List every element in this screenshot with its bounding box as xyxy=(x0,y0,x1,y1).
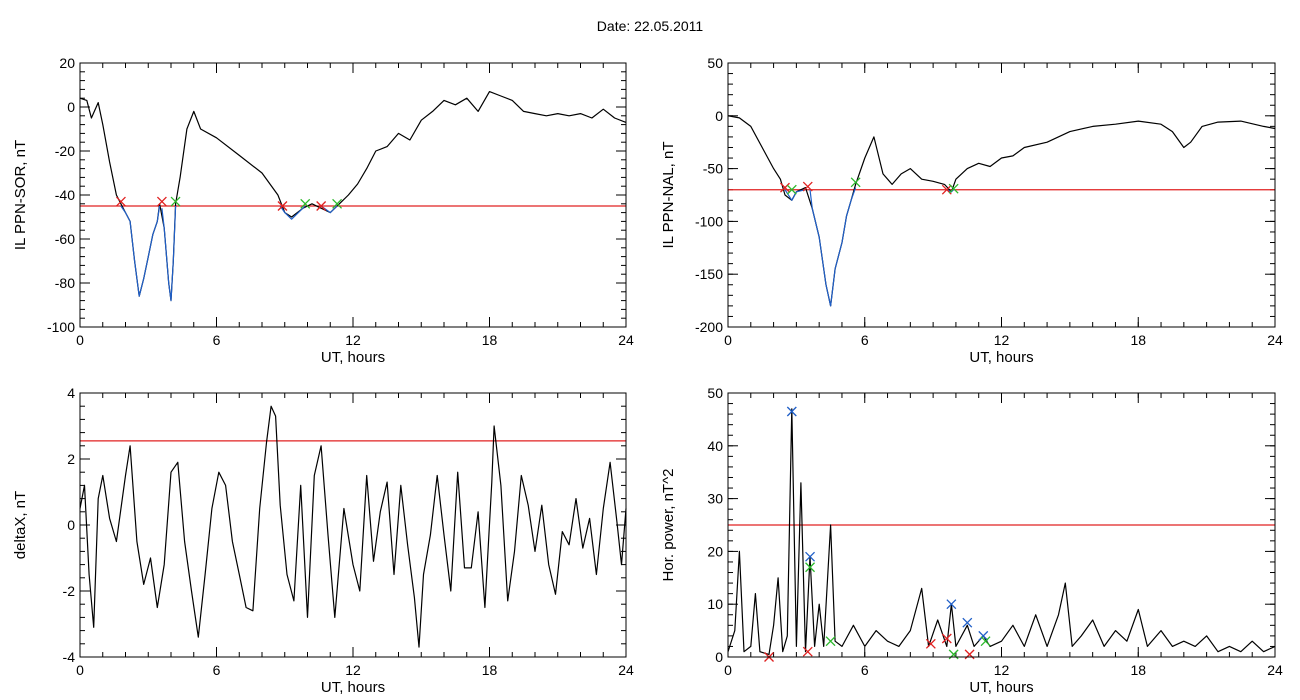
marker-cross xyxy=(170,196,181,207)
panel-hor-power: 0 6 12 18 24 0 10 20 30 40 50 UT, hours Hor. power, … xyxy=(660,385,1283,696)
marker-cross xyxy=(115,196,126,207)
y-tick-label: 50 xyxy=(707,385,723,401)
y-tick-label: 0 xyxy=(715,108,723,124)
x-tick-label: 6 xyxy=(213,332,221,348)
highlight-line xyxy=(279,205,306,220)
y-tick-label: 40 xyxy=(707,438,723,454)
y-axis-label: Hor. power, nT^2 xyxy=(660,469,677,582)
marker-cross xyxy=(332,198,343,209)
x-axis-label: UT, hours xyxy=(321,349,385,366)
y-axis-label: deltaX, nT xyxy=(12,491,29,559)
x-axis-label: UT, hours xyxy=(969,349,1033,366)
marker-cross xyxy=(802,646,813,657)
plot-frame xyxy=(79,62,627,328)
marker-cross xyxy=(805,551,816,562)
marker-cross xyxy=(850,177,861,188)
x-tick-label: 24 xyxy=(618,332,634,348)
x-tick-label: 0 xyxy=(76,662,84,678)
y-axis-label: IL PPN-SOR, nT xyxy=(12,140,29,250)
y-tick-label: 2 xyxy=(67,451,75,467)
y-tick-label: -4 xyxy=(63,649,76,665)
plot-frame xyxy=(727,62,1276,328)
y-tick-label: -80 xyxy=(55,275,75,291)
x-tick-label: 24 xyxy=(1267,332,1283,348)
x-tick-label: 12 xyxy=(345,332,361,348)
x-tick-label: 24 xyxy=(618,662,634,678)
y-tick-label: -60 xyxy=(55,231,75,247)
marker-cross xyxy=(980,636,991,647)
y-tick-label: -200 xyxy=(695,319,723,335)
marker-cross xyxy=(156,196,167,207)
panel-il-ppn-nal: 0 6 12 18 24 -200 -150 -100 -50 0 50 UT, hours IL PP… xyxy=(660,55,1283,366)
x-tick-label: 18 xyxy=(482,332,498,348)
x-axis-label: UT, hours xyxy=(969,679,1033,696)
y-tick-label: 10 xyxy=(707,596,723,612)
highlight-line xyxy=(809,187,857,307)
marker-cross xyxy=(825,636,836,647)
marker-cross xyxy=(964,649,975,660)
x-tick-label: 12 xyxy=(345,662,361,678)
plot-frame xyxy=(79,392,627,658)
panel-il-ppn-sor: 0 6 12 18 24 -100 -80 -60 -40 -20 0 20 UT, hours IL P… xyxy=(12,55,634,366)
x-tick-label: 24 xyxy=(1267,662,1283,678)
marker-cross xyxy=(946,599,957,610)
figure-title: Date: 22.05.2011 xyxy=(596,18,704,34)
highlight-line xyxy=(784,189,806,201)
y-tick-label: -100 xyxy=(695,213,723,229)
y-tick-label: -40 xyxy=(55,187,75,203)
y-tick-label: 20 xyxy=(59,55,75,71)
y-tick-label: 30 xyxy=(707,491,723,507)
x-tick-label: 6 xyxy=(861,662,869,678)
data-line xyxy=(79,91,627,302)
y-tick-label: -100 xyxy=(47,319,75,335)
x-tick-label: 18 xyxy=(1130,662,1146,678)
y-tick-label: 20 xyxy=(707,543,723,559)
y-axis-label: IL PPN-NAL, nT xyxy=(660,142,677,249)
highlight-line xyxy=(120,205,161,297)
y-tick-label: 50 xyxy=(707,55,723,71)
marker-cross xyxy=(786,184,797,195)
x-tick-label: 18 xyxy=(482,662,498,678)
data-line xyxy=(727,408,1276,655)
y-tick-label: -2 xyxy=(63,583,76,599)
highlight-line xyxy=(161,205,177,302)
marker-cross xyxy=(925,638,936,649)
y-tick-label: -50 xyxy=(703,161,723,177)
marker-cross xyxy=(300,198,311,209)
y-tick-label: 0 xyxy=(715,649,723,665)
x-axis-label: UT, hours xyxy=(321,679,385,696)
marker-cross xyxy=(780,182,790,193)
data-line xyxy=(79,405,627,648)
data-line xyxy=(727,115,1276,307)
x-tick-label: 0 xyxy=(724,332,732,348)
y-tick-label: -150 xyxy=(695,266,723,282)
x-tick-label: 6 xyxy=(213,662,221,678)
x-tick-label: 6 xyxy=(861,332,869,348)
marker-cross xyxy=(805,562,816,573)
marker-cross xyxy=(948,183,959,194)
plot-frame xyxy=(727,392,1276,658)
x-tick-label: 0 xyxy=(76,332,84,348)
marker-cross xyxy=(277,201,288,211)
marker-cross xyxy=(802,181,813,192)
minor-ticks xyxy=(727,392,1276,658)
y-tick-label: 0 xyxy=(67,517,75,533)
marker-cross xyxy=(978,630,989,641)
x-tick-label: 18 xyxy=(1130,332,1146,348)
marker-cross xyxy=(948,649,959,660)
y-tick-label: -20 xyxy=(55,143,75,159)
x-tick-label: 12 xyxy=(994,332,1010,348)
marker-cross xyxy=(786,406,797,417)
marker-cross xyxy=(316,201,327,211)
marker-cross xyxy=(941,633,952,644)
marker-cross xyxy=(962,617,973,628)
y-tick-label: 4 xyxy=(67,385,75,401)
minor-ticks xyxy=(79,62,627,328)
x-tick-label: 12 xyxy=(994,662,1010,678)
x-tick-label: 0 xyxy=(724,662,732,678)
y-tick-label: 0 xyxy=(67,99,75,115)
